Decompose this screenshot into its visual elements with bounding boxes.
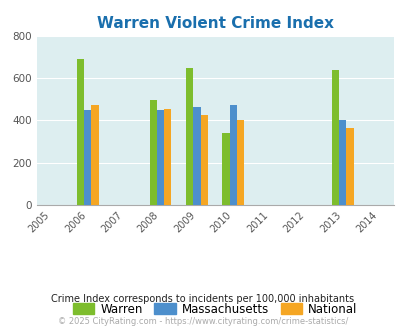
Bar bbox=[331, 70, 338, 205]
Bar bbox=[193, 107, 200, 205]
Bar bbox=[77, 59, 84, 205]
Bar bbox=[345, 128, 353, 205]
Text: © 2025 CityRating.com - https://www.cityrating.com/crime-statistics/: © 2025 CityRating.com - https://www.city… bbox=[58, 317, 347, 326]
Bar bbox=[156, 110, 164, 205]
Bar bbox=[91, 105, 98, 205]
Bar bbox=[164, 109, 171, 205]
Text: Crime Index corresponds to incidents per 100,000 inhabitants: Crime Index corresponds to incidents per… bbox=[51, 294, 354, 304]
Bar bbox=[229, 105, 237, 205]
Bar bbox=[222, 133, 229, 205]
Title: Warren Violent Crime Index: Warren Violent Crime Index bbox=[96, 16, 333, 31]
Bar bbox=[185, 68, 193, 205]
Bar bbox=[84, 110, 91, 205]
Bar bbox=[237, 120, 244, 205]
Legend: Warren, Massachusetts, National: Warren, Massachusetts, National bbox=[68, 298, 361, 320]
Bar bbox=[200, 115, 207, 205]
Bar bbox=[149, 100, 156, 205]
Bar bbox=[338, 120, 345, 205]
